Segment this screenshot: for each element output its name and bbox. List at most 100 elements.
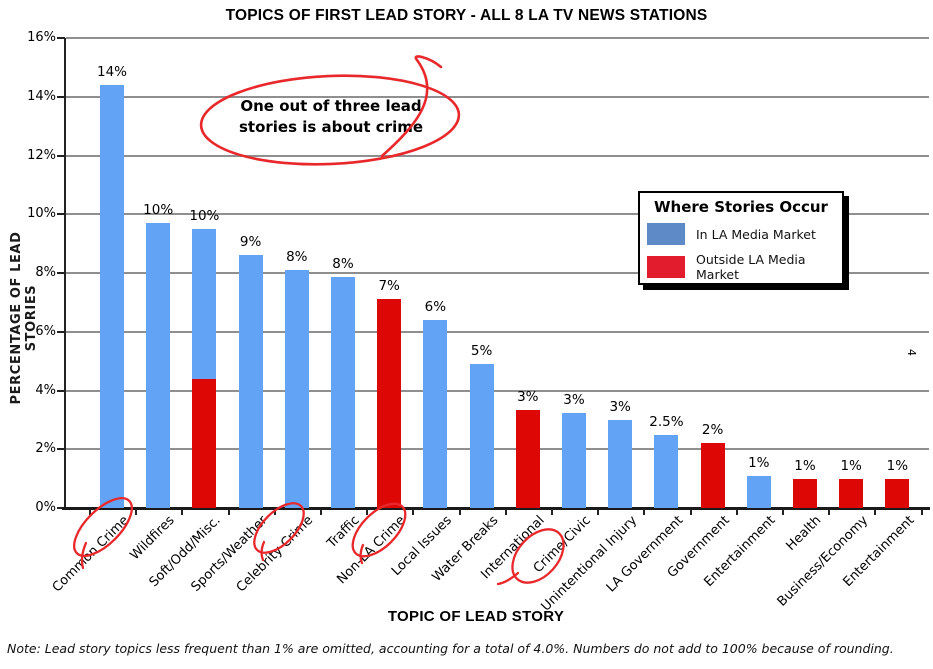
- gridline: [66, 213, 929, 216]
- bar-outside-la-government: [700, 443, 725, 508]
- y-axis-tick: [57, 95, 65, 98]
- y-axis-tick: [57, 448, 65, 451]
- x-axis-tick: [88, 509, 91, 515]
- bar-in-la-la-government: [654, 434, 679, 508]
- legend-entry-in-la: In LA Media Market: [647, 223, 842, 245]
- bar-value-label: 2%: [701, 422, 724, 439]
- x-category-label-text: Business/Economy: [774, 513, 871, 610]
- gridline: [66, 272, 929, 274]
- bar-in-la-unintentional-injury: [608, 419, 633, 508]
- y-axis-tick: [57, 154, 65, 157]
- bar-value-label: 1%: [748, 454, 770, 471]
- y-axis-line: [64, 38, 66, 510]
- gridline: [66, 389, 929, 392]
- bar-value-label: 1%: [840, 457, 862, 474]
- legend-entry-outside-la: Outside LA Media Market: [647, 252, 842, 282]
- bar-in-la-wildfires: [146, 223, 171, 508]
- page-number: 4: [905, 349, 918, 356]
- annotation-text: One out of three lead stories is about c…: [205, 96, 457, 138]
- bar-in-la-entertainment: [746, 475, 771, 508]
- bar-value-label: 3%: [517, 388, 539, 405]
- x-axis-tick: [643, 509, 646, 515]
- bar-value-label: 10%: [143, 202, 174, 219]
- gridline: [66, 154, 929, 157]
- y-tick-label: 2%: [35, 441, 56, 457]
- gridline: [66, 448, 929, 451]
- bar-value-label: 5%: [470, 343, 493, 360]
- x-axis-tick: [504, 509, 507, 515]
- y-axis-tick: [57, 389, 65, 392]
- x-category-label-text: Health: [783, 513, 825, 554]
- x-axis-tick: [781, 509, 784, 515]
- x-axis-tick: [227, 509, 230, 515]
- bar-value-label: 8%: [286, 249, 308, 266]
- x-category-label-text: Traffic: [324, 513, 363, 552]
- bar-outside-la-international: [515, 409, 540, 508]
- bar-in-la-soft-odd-misc: [192, 228, 217, 379]
- x-axis-tick: [135, 509, 138, 515]
- bar-value-label: 1%: [794, 457, 816, 474]
- y-axis-title: PERCENTAGE OF LEAD STORIES: [9, 231, 39, 405]
- y-tick-label: 4%: [35, 382, 56, 398]
- bar-value-label: 9%: [239, 234, 262, 251]
- y-tick-label: 6%: [35, 323, 56, 339]
- bar-in-la-sports-weather: [238, 255, 263, 508]
- bar-value-label: 3%: [563, 391, 585, 408]
- bar-outside-la-business-economy: [839, 478, 864, 508]
- bar-value-label: 1%: [886, 457, 909, 474]
- footnote: Note: Lead story topics less frequent th…: [7, 641, 894, 656]
- y-tick-label: 8%: [35, 265, 56, 280]
- annotation-line-1: One out of three lead: [240, 97, 422, 115]
- x-axis-tick: [366, 509, 369, 515]
- y-axis-tick: [57, 507, 65, 509]
- bar-value-label: 6%: [424, 299, 447, 315]
- legend-label: Outside LA Media Market: [696, 252, 806, 282]
- x-axis-tick: [920, 509, 923, 515]
- gridline: [66, 37, 929, 39]
- bar-outside-la-health: [793, 478, 817, 508]
- x-axis-tick: [273, 509, 276, 515]
- y-tick-label: 16%: [27, 30, 56, 45]
- x-axis-tick: [319, 509, 322, 515]
- x-axis-line: [62, 507, 930, 510]
- x-axis-tick: [828, 509, 831, 515]
- x-category-label-text: Common Crime: [49, 513, 132, 596]
- y-tick-label: 12%: [27, 147, 56, 163]
- legend-swatch-red: [647, 256, 685, 278]
- bar-in-la-traffic: [331, 277, 355, 508]
- y-axis-tick: [57, 272, 65, 274]
- y-tick-label: 10%: [27, 206, 56, 222]
- bar-value-label: 2.5%: [649, 413, 684, 430]
- x-axis-tick: [458, 509, 461, 515]
- legend-label: In LA Media Market: [696, 226, 816, 242]
- bar-in-la-celebrity-crime: [284, 270, 309, 508]
- annotation-line-2: stories is about crime: [238, 118, 424, 136]
- bar-value-label: 8%: [332, 256, 354, 273]
- x-axis-tick: [735, 509, 738, 515]
- chart-title: TOPICS OF FIRST LEAD STORY - ALL 8 LA TV…: [225, 7, 708, 24]
- x-axis-tick: [874, 509, 877, 515]
- x-axis-title: TOPIC OF LEAD STORY: [387, 608, 565, 625]
- bar-value-label: 10%: [189, 207, 220, 224]
- bar-in-la-common-crime: [100, 85, 124, 508]
- x-axis-tick: [550, 509, 553, 515]
- bar-in-la-crime-civic: [562, 412, 586, 508]
- bar-value-label: 7%: [378, 278, 400, 295]
- x-axis-tick: [181, 509, 184, 515]
- y-axis-tick: [57, 213, 65, 216]
- bar-value-label: 14%: [96, 64, 127, 80]
- gridline: [66, 330, 929, 333]
- bar-in-la-local-issues: [423, 320, 448, 508]
- bar-outside-la-non-la-crime: [377, 299, 402, 508]
- y-tick-label: 14%: [27, 88, 56, 104]
- legend-swatch-blue: [647, 223, 685, 245]
- legend-title: Where Stories Occur: [654, 198, 828, 216]
- y-axis-tick: [57, 330, 65, 333]
- y-tick-label: 0%: [35, 500, 56, 515]
- y-axis-tick: [57, 37, 65, 39]
- x-axis-tick: [597, 509, 600, 515]
- legend-box: Where Stories Occur In LA Media Market O…: [638, 191, 844, 285]
- x-axis-tick: [689, 509, 692, 515]
